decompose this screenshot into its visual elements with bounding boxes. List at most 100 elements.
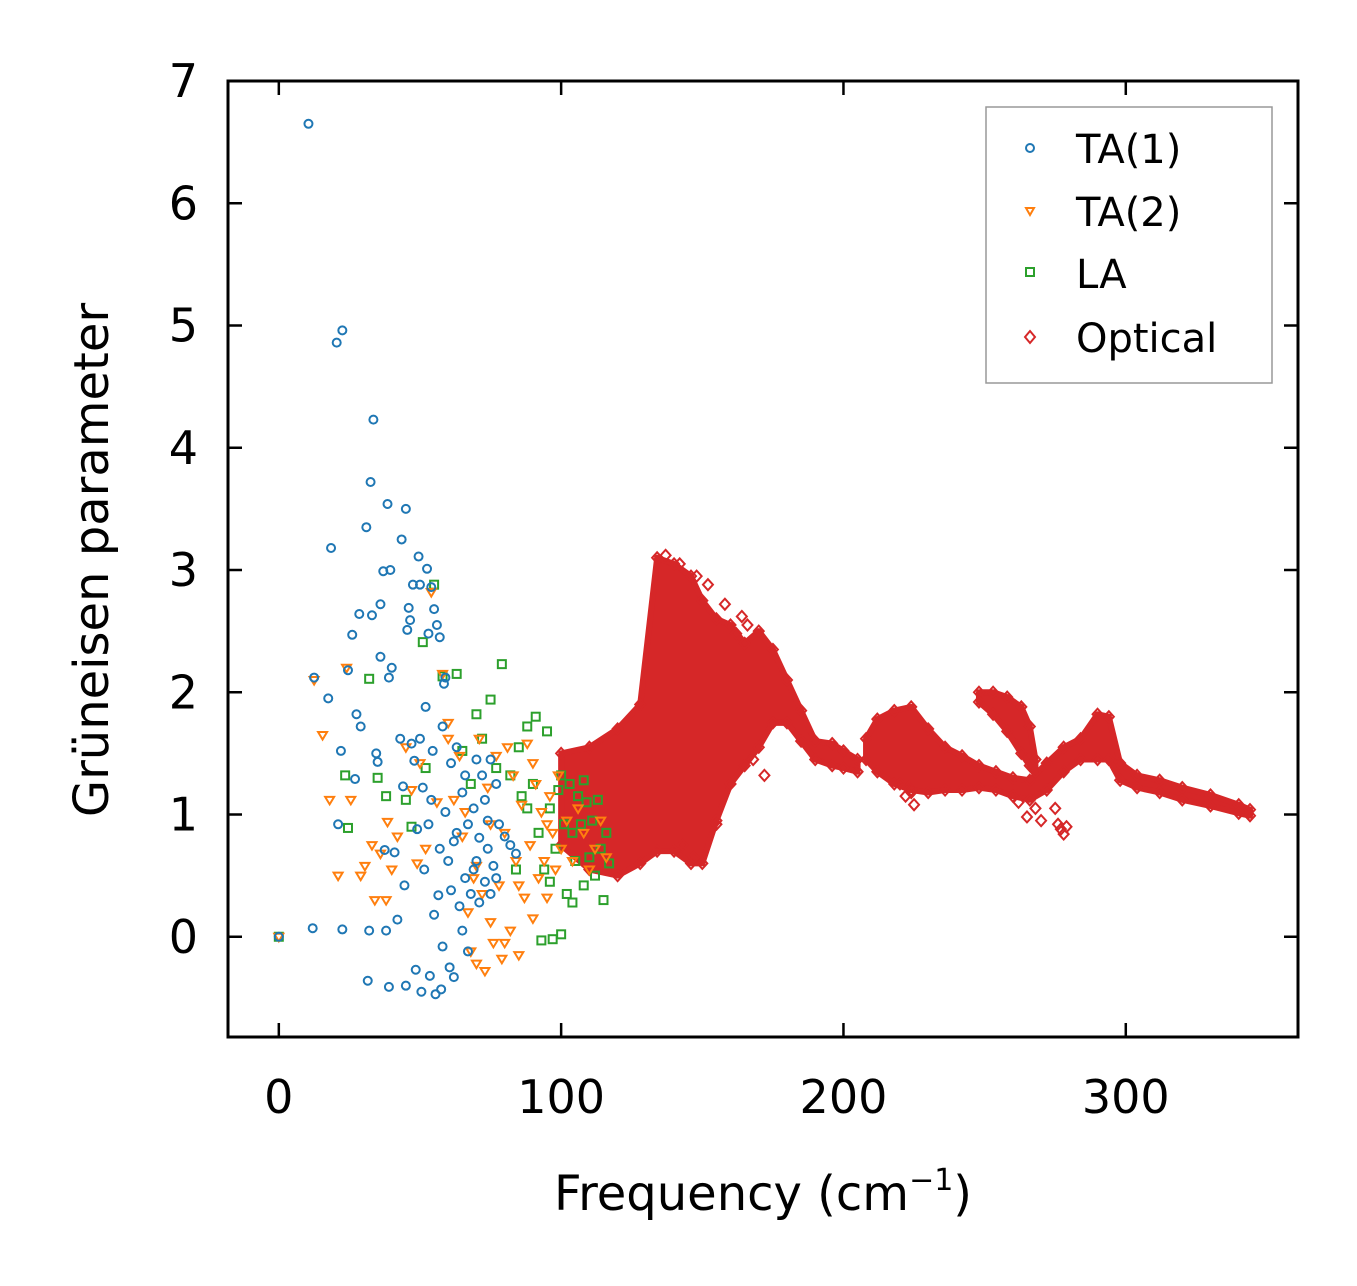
ta1-point-57 [422,563,433,574]
y-tick-label-2: 2 [169,665,198,719]
ta1-point-40 [399,880,410,891]
legend-label-optical: Optical [1076,316,1217,362]
optical-band-high-edge-top-22 [1243,802,1257,817]
optical-band-main-edge-bottom-5 [667,844,681,859]
y-tick-label-1: 1 [169,788,198,842]
ta1-point-64 [431,620,442,631]
ta2-point-6 [344,795,358,807]
la-point-22 [516,791,527,802]
ta1-point-100 [451,827,462,838]
optical-band-main-edge-top-11 [752,624,766,639]
optical-point-5 [1048,801,1062,816]
ta1-point-51 [413,551,424,562]
optical-point-23 [690,569,704,584]
la-point-46 [590,870,601,881]
ta2-point-36 [484,918,497,929]
optical-point-17 [735,609,749,624]
ta2-point-3 [323,795,336,807]
la-point-45 [587,815,598,826]
ta2-point-7 [354,871,367,883]
ta1-point-58 [423,628,434,639]
optical-band-main-edge-bottom-18 [851,764,864,779]
ta2-point-53 [532,874,545,885]
la-point-34 [556,929,567,940]
la-point-29 [542,726,553,737]
ta1-point-8 [335,745,346,756]
ta2-point-24 [441,734,455,746]
optical-band-high-edge-bottom-15 [1102,752,1116,767]
optical-band-high-edge-top-12 [1057,740,1071,755]
ta1-point-61 [427,745,438,756]
optical-band-main-edge-bottom-11 [752,740,766,755]
legend-marker-ta1 [1025,143,1035,153]
ta1-point-35 [389,847,400,858]
ta1-point-20 [365,476,376,487]
ta2-point-61 [554,844,568,856]
optical-band-high-edge-top-1 [870,712,884,727]
ta2-point-4 [331,871,345,883]
optical-band-main-edge-top-10 [738,636,752,651]
ta1-point-24 [372,756,383,767]
optical-band-high-edge-bottom-14 [1091,752,1104,767]
optical-band-island-edge-top-3 [1014,699,1028,714]
optical-band-island-edge-bottom-3 [1014,746,1028,761]
optical-band-high-edge-top-16 [1113,756,1127,771]
ta1-point-70 [440,672,451,683]
optical-band-high-edge-top-13 [1074,731,1087,746]
ta1-point-36 [392,914,403,925]
ta2-point-25 [447,795,461,807]
ta1-point-50 [412,824,423,835]
ta1-point-43 [402,624,413,635]
ta2-point-49 [520,739,534,751]
la-point-18 [491,763,502,774]
ta1-point-55 [419,864,430,875]
ta1-point-71 [443,855,454,866]
optical-band-high-edge-bottom-20 [1204,798,1217,813]
la-point-14 [465,778,476,789]
la-point-49 [598,895,609,906]
ta1-point-25 [375,651,386,662]
optical-band-island-edge-top-2 [1000,690,1014,705]
legend-item-ta1: TA(1) [1025,127,1181,173]
optical-band-high-edge-top-9 [1006,770,1020,785]
la-point-53 [567,897,578,908]
ta1-point-44 [403,602,414,613]
optical-band-main-edge-bottom-10 [738,758,752,773]
ta1-point-52 [414,579,425,590]
ta2-point-46 [512,951,526,962]
legend-marker-optical [1023,329,1037,345]
la-point-5 [381,791,392,802]
optical-band-main-edge-top-7 [695,593,709,608]
ta2-point-42 [501,743,514,754]
plot-frame [226,79,1300,1039]
ta1-point-21 [368,414,379,425]
ta1-point-80 [465,888,476,899]
optical-band-main-edge-bottom-9 [724,776,737,791]
ta1-point-83 [474,832,485,843]
optical-band-high-edge-bottom-13 [1074,752,1087,767]
ta1-point-28 [379,844,390,855]
ta1-point-49 [410,964,421,975]
optical-band-main-edge-top-17 [837,743,850,758]
legend-marker-ta2 [1024,207,1036,218]
ta2-point-37 [487,938,500,950]
optical-band-island-edge-bottom-2 [1000,724,1014,739]
la-point-25 [530,711,541,722]
optical-band-high-edge-bottom-10 [1023,792,1037,807]
ta2-point-77 [540,820,554,831]
ta1-point-37 [395,733,406,744]
ta2-point-68 [594,816,607,828]
ta2-point-69 [600,853,613,864]
optical-point-4 [893,776,907,791]
ta1-point-30 [382,498,393,509]
ta1-point-111 [460,770,471,781]
ta1-point-77 [457,787,468,798]
ta1-point-1 [303,118,314,129]
la-point-12 [451,668,462,679]
optical-point-14 [758,768,771,783]
ta1-point-68 [437,721,448,732]
optical-band-high-edge-bottom-12 [1057,764,1071,779]
optical-band-main-edge-top-14 [794,703,808,718]
y-tick-label-3: 3 [169,543,198,597]
la-point-44 [584,852,595,863]
